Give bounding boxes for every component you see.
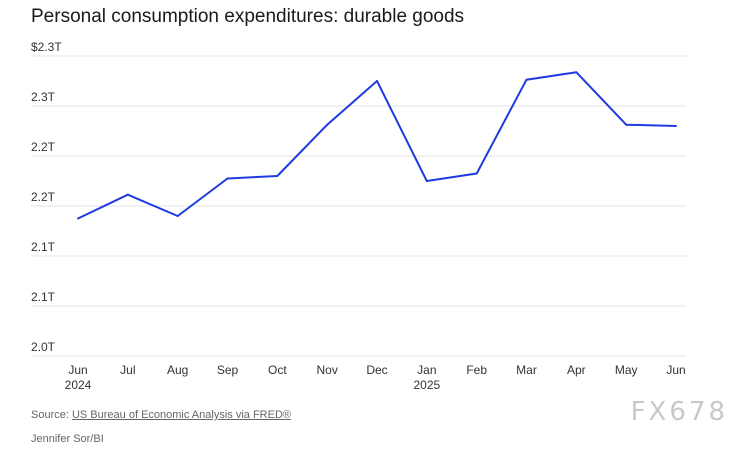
data-point (226, 177, 229, 180)
x-tick-label: Feb (466, 363, 487, 377)
watermark-logo: FX678 (630, 397, 728, 427)
data-point (326, 123, 329, 126)
data-point (276, 175, 279, 177)
credit-note: Jennifer Sor/BI (31, 433, 104, 445)
x-tick-label: Mar (516, 363, 537, 377)
x-tick-year: 2025 (413, 378, 440, 392)
y-tick-label: 2.3T (31, 90, 56, 104)
x-tick-label: Aug (167, 363, 188, 377)
x-tick-label: Oct (268, 363, 287, 377)
data-point (675, 125, 677, 127)
data-point (575, 71, 578, 74)
data-point (77, 217, 79, 220)
data-point (376, 80, 378, 82)
source-prefix: Source: (31, 409, 72, 421)
y-tick-label: 2.1T (31, 240, 56, 254)
y-tick-label: 2.2T (31, 190, 56, 204)
data-point (425, 180, 428, 182)
x-tick-label: Jul (120, 363, 135, 377)
data-point (126, 193, 129, 196)
x-tick-label: Jun (666, 363, 685, 377)
y-tick-label: 2.1T (31, 290, 56, 304)
y-tick-label: $2.3T (31, 40, 62, 54)
data-point (475, 172, 478, 175)
series-layer (77, 71, 677, 220)
x-tick-label: Nov (316, 363, 337, 377)
x-tick-label: Dec (366, 363, 387, 377)
chart-title: Personal consumption expenditures: durab… (31, 6, 465, 27)
gridlines (31, 55, 686, 357)
x-tick-label: Sep (217, 363, 239, 377)
x-tick-label: May (615, 363, 638, 377)
y-axis-ticks: $2.3T 2.3T 2.2T 2.2T 2.1T 2.1T 2.0T (31, 40, 62, 354)
data-point (625, 123, 628, 126)
x-tick-year: 2024 (65, 378, 92, 392)
y-tick-label: 2.0T (31, 340, 56, 354)
x-tick-label: Jun (68, 363, 87, 377)
source-note: Source: US Bureau of Economic Analysis v… (31, 409, 291, 421)
data-point (525, 78, 528, 81)
y-tick-label: 2.2T (31, 140, 56, 154)
source-link[interactable]: US Bureau of Economic Analysis via FRED® (71, 409, 291, 421)
series-line (77, 71, 677, 220)
data-point (176, 215, 179, 217)
x-tick-label: Apr (567, 363, 586, 377)
x-tick-label: Jan (417, 363, 436, 377)
